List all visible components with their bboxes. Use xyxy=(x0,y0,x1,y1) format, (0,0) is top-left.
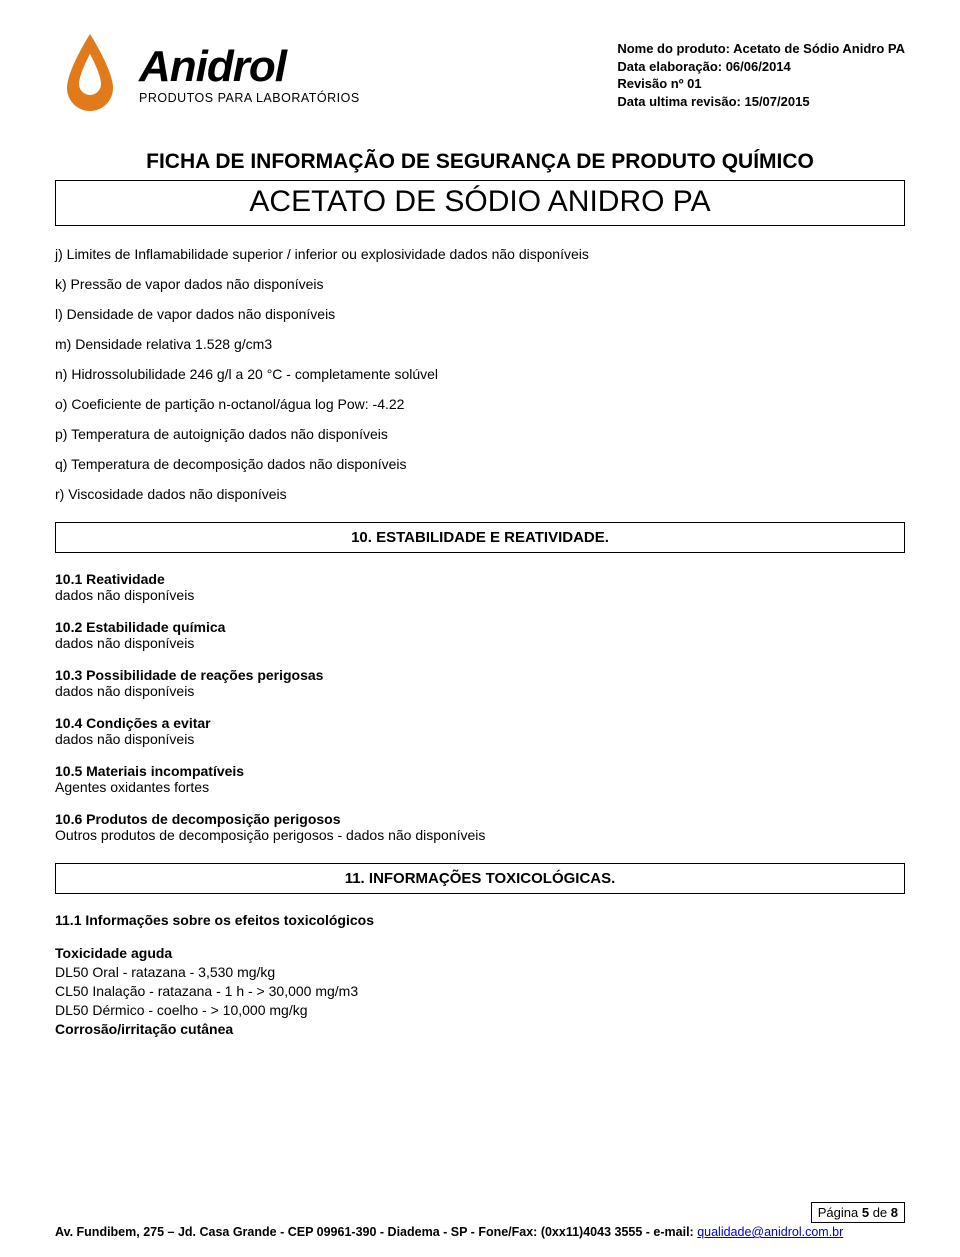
meta-product: Nome do produto: Acetato de Sódio Anidro… xyxy=(617,40,905,58)
prop-n: n) Hidrossolubilidade 246 g/l a 20 °C - … xyxy=(55,366,905,382)
meta-date: Data elaboração: 06/06/2014 xyxy=(617,58,905,76)
footer-text: Av. Fundibem, 275 – Jd. Casa Grande - CE… xyxy=(55,1225,697,1239)
section-11-heading: 11. INFORMAÇÕES TOXICOLÓGICAS. xyxy=(55,863,905,894)
page-prefix: Página xyxy=(818,1205,862,1220)
footer-address: Av. Fundibem, 275 – Jd. Casa Grande - CE… xyxy=(55,1225,905,1239)
sec10-6-t: Outros produtos de decomposição perigoso… xyxy=(55,827,905,843)
tox-oral: DL50 Oral - ratazana - 3,530 mg/kg xyxy=(55,963,905,982)
tox-inhalation: CL50 Inalação - ratazana - 1 h - > 30,00… xyxy=(55,982,905,1001)
meta-lastrev: Data ultima revisão: 15/07/2015 xyxy=(617,93,905,111)
drop-icon xyxy=(55,30,125,120)
logo: Anidrol PRODUTOS PARA LABORATÓRIOS xyxy=(55,30,360,120)
logo-text: Anidrol PRODUTOS PARA LABORATÓRIOS xyxy=(139,45,360,105)
sec11-1-h: 11.1 Informações sobre os efeitos toxico… xyxy=(55,912,905,928)
sec10-3-t: dados não disponíveis xyxy=(55,683,905,699)
sec10-4-t: dados não disponíveis xyxy=(55,731,905,747)
tox-heading: Toxicidade aguda xyxy=(55,944,905,963)
sec10-3-h: 10.3 Possibilidade de reações perigosas xyxy=(55,667,905,683)
page-indicator: Página 5 de 8 xyxy=(811,1202,905,1223)
footer-email[interactable]: qualidade@anidrol.com.br xyxy=(697,1225,843,1239)
tox-corrosion: Corrosão/irritação cutânea xyxy=(55,1020,905,1039)
sec10-6: 10.6 Produtos de decomposição perigosos … xyxy=(55,811,905,843)
sec10-2-t: dados não disponíveis xyxy=(55,635,905,651)
page-mid: de xyxy=(869,1205,891,1220)
page-total: 8 xyxy=(891,1205,898,1220)
sec10-4: 10.4 Condições a evitar dados não dispon… xyxy=(55,715,905,747)
brand-sub: PRODUTOS PARA LABORATÓRIOS xyxy=(139,91,360,105)
sec10-4-h: 10.4 Condições a evitar xyxy=(55,715,905,731)
prop-r: r) Viscosidade dados não disponíveis xyxy=(55,486,905,502)
brand-name: Anidrol xyxy=(139,45,360,89)
sec10-2: 10.2 Estabilidade química dados não disp… xyxy=(55,619,905,651)
section-10-heading: 10. ESTABILIDADE E REATIVIDADE. xyxy=(55,522,905,553)
prop-j: j) Limites de Inflamabilidade superior /… xyxy=(55,246,905,262)
sec10-5-h: 10.5 Materiais incompatíveis xyxy=(55,763,905,779)
sec10-6-h: 10.6 Produtos de decomposição perigosos xyxy=(55,811,905,827)
sec10-2-h: 10.2 Estabilidade química xyxy=(55,619,905,635)
sec10-3: 10.3 Possibilidade de reações perigosas … xyxy=(55,667,905,699)
document-title: FICHA DE INFORMAÇÃO DE SEGURANÇA DE PROD… xyxy=(55,150,905,174)
toxicity-block: Toxicidade aguda DL50 Oral - ratazana - … xyxy=(55,944,905,1038)
product-title-box: ACETATO DE SÓDIO ANIDRO PA xyxy=(55,180,905,226)
prop-q: q) Temperatura de decomposição dados não… xyxy=(55,456,905,472)
tox-dermal: DL50 Dérmico - coelho - > 10,000 mg/kg xyxy=(55,1001,905,1020)
header: Anidrol PRODUTOS PARA LABORATÓRIOS Nome … xyxy=(55,30,905,120)
prop-k: k) Pressão de vapor dados não disponívei… xyxy=(55,276,905,292)
sec10-1-t: dados não disponíveis xyxy=(55,587,905,603)
sec10-5-t: Agentes oxidantes fortes xyxy=(55,779,905,795)
sec10-1-h: 10.1 Reatividade xyxy=(55,571,905,587)
prop-o: o) Coeficiente de partição n-octanol/águ… xyxy=(55,396,905,412)
sec10-5: 10.5 Materiais incompatíveis Agentes oxi… xyxy=(55,763,905,795)
prop-m: m) Densidade relativa 1.528 g/cm3 xyxy=(55,336,905,352)
doc-meta: Nome do produto: Acetato de Sódio Anidro… xyxy=(617,30,905,110)
properties-list: j) Limites de Inflamabilidade superior /… xyxy=(55,246,905,502)
page-num: 5 xyxy=(862,1205,869,1220)
footer: Página 5 de 8 Av. Fundibem, 275 – Jd. Ca… xyxy=(55,1225,905,1239)
sec10-1: 10.1 Reatividade dados não disponíveis xyxy=(55,571,905,603)
meta-rev: Revisão nº 01 xyxy=(617,75,905,93)
prop-l: l) Densidade de vapor dados não disponív… xyxy=(55,306,905,322)
prop-p: p) Temperatura de autoignição dados não … xyxy=(55,426,905,442)
sec11-1: 11.1 Informações sobre os efeitos toxico… xyxy=(55,912,905,928)
product-title: ACETATO DE SÓDIO ANIDRO PA xyxy=(249,185,710,218)
